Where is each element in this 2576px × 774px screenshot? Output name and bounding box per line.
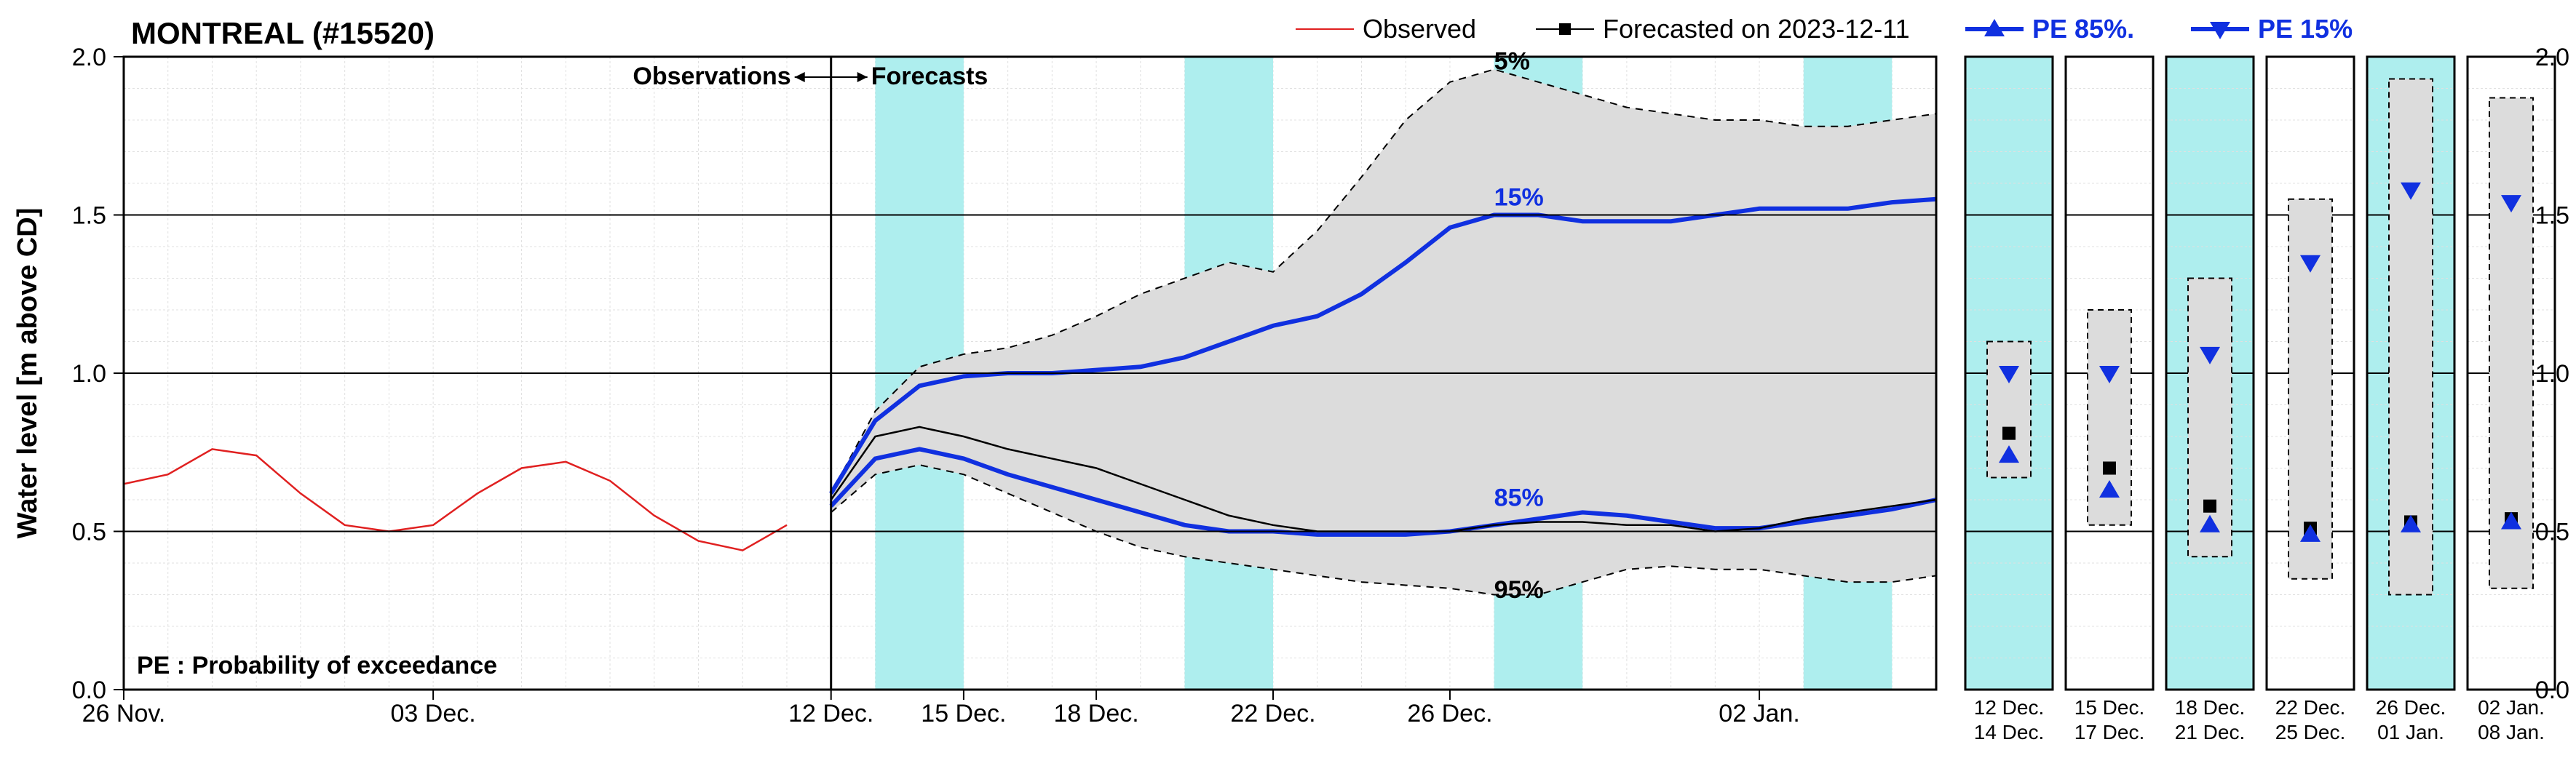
panel-date-bottom: 14 Dec. — [1974, 721, 2045, 743]
pct-label: 95% — [1494, 576, 1544, 604]
ytick-label: 1.5 — [72, 202, 106, 230]
panel-date-top: 18 Dec. — [2175, 696, 2246, 719]
panel-date-bottom: 01 Jan. — [2377, 721, 2444, 743]
panel-date-bottom: 08 Jan. — [2478, 721, 2545, 743]
xtick-label: 15 Dec. — [921, 700, 1006, 727]
pct-label: 85% — [1494, 484, 1544, 512]
ytick-label-right: 2.0 — [2535, 44, 2569, 71]
panel-date-top: 15 Dec. — [2074, 696, 2145, 719]
legend-pe85: PE 85%. — [2032, 14, 2134, 44]
ytick-label-right: 1.5 — [2535, 202, 2569, 230]
forecast-chart: 26 Nov.03 Dec.12 Dec.15 Dec.18 Dec.22 De… — [0, 0, 2576, 774]
panel-date-bottom: 17 Dec. — [2074, 721, 2145, 743]
panel-date-top: 26 Dec. — [2376, 696, 2446, 719]
forecasts-label: Forecasts — [871, 63, 988, 90]
ytick-label: 0.0 — [72, 677, 106, 704]
median-marker — [2103, 462, 2116, 475]
xtick-label: 03 Dec. — [391, 700, 476, 727]
median-marker — [2203, 500, 2216, 513]
pct-label: 15% — [1494, 183, 1544, 211]
ytick-label-right: 0.0 — [2535, 677, 2569, 704]
xtick-label: 26 Dec. — [1407, 700, 1492, 727]
ytick-label-right: 0.5 — [2535, 519, 2569, 546]
legend-observed: Observed — [1363, 14, 1476, 44]
panel-date-bottom: 25 Dec. — [2275, 721, 2346, 743]
pct-label: 5% — [1494, 47, 1530, 75]
legend-forecasted: Forecasted on 2023-12-11 — [1603, 14, 1910, 44]
xtick-label: 22 Dec. — [1230, 700, 1315, 727]
legend-pe15: PE 15% — [2258, 14, 2353, 44]
ytick-label: 2.0 — [72, 44, 106, 71]
panel-date-top: 22 Dec. — [2275, 696, 2346, 719]
chart-title: MONTREAL (#15520) — [131, 16, 435, 50]
pe-note: PE : Probability of exceedance — [137, 652, 497, 679]
ytick-label-right: 1.0 — [2535, 360, 2569, 388]
median-marker — [2002, 427, 2016, 440]
y-axis-label: Water level [m above CD] — [12, 208, 43, 539]
xtick-label: 02 Jan. — [1719, 700, 1800, 727]
ytick-label: 0.5 — [72, 519, 106, 546]
panel-date-bottom: 21 Dec. — [2175, 721, 2246, 743]
panel-date-top: 12 Dec. — [1974, 696, 2045, 719]
ytick-label: 1.0 — [72, 360, 106, 388]
observations-label: Observations — [633, 63, 790, 90]
xtick-label: 18 Dec. — [1054, 700, 1139, 727]
xtick-label: 12 Dec. — [788, 700, 873, 727]
